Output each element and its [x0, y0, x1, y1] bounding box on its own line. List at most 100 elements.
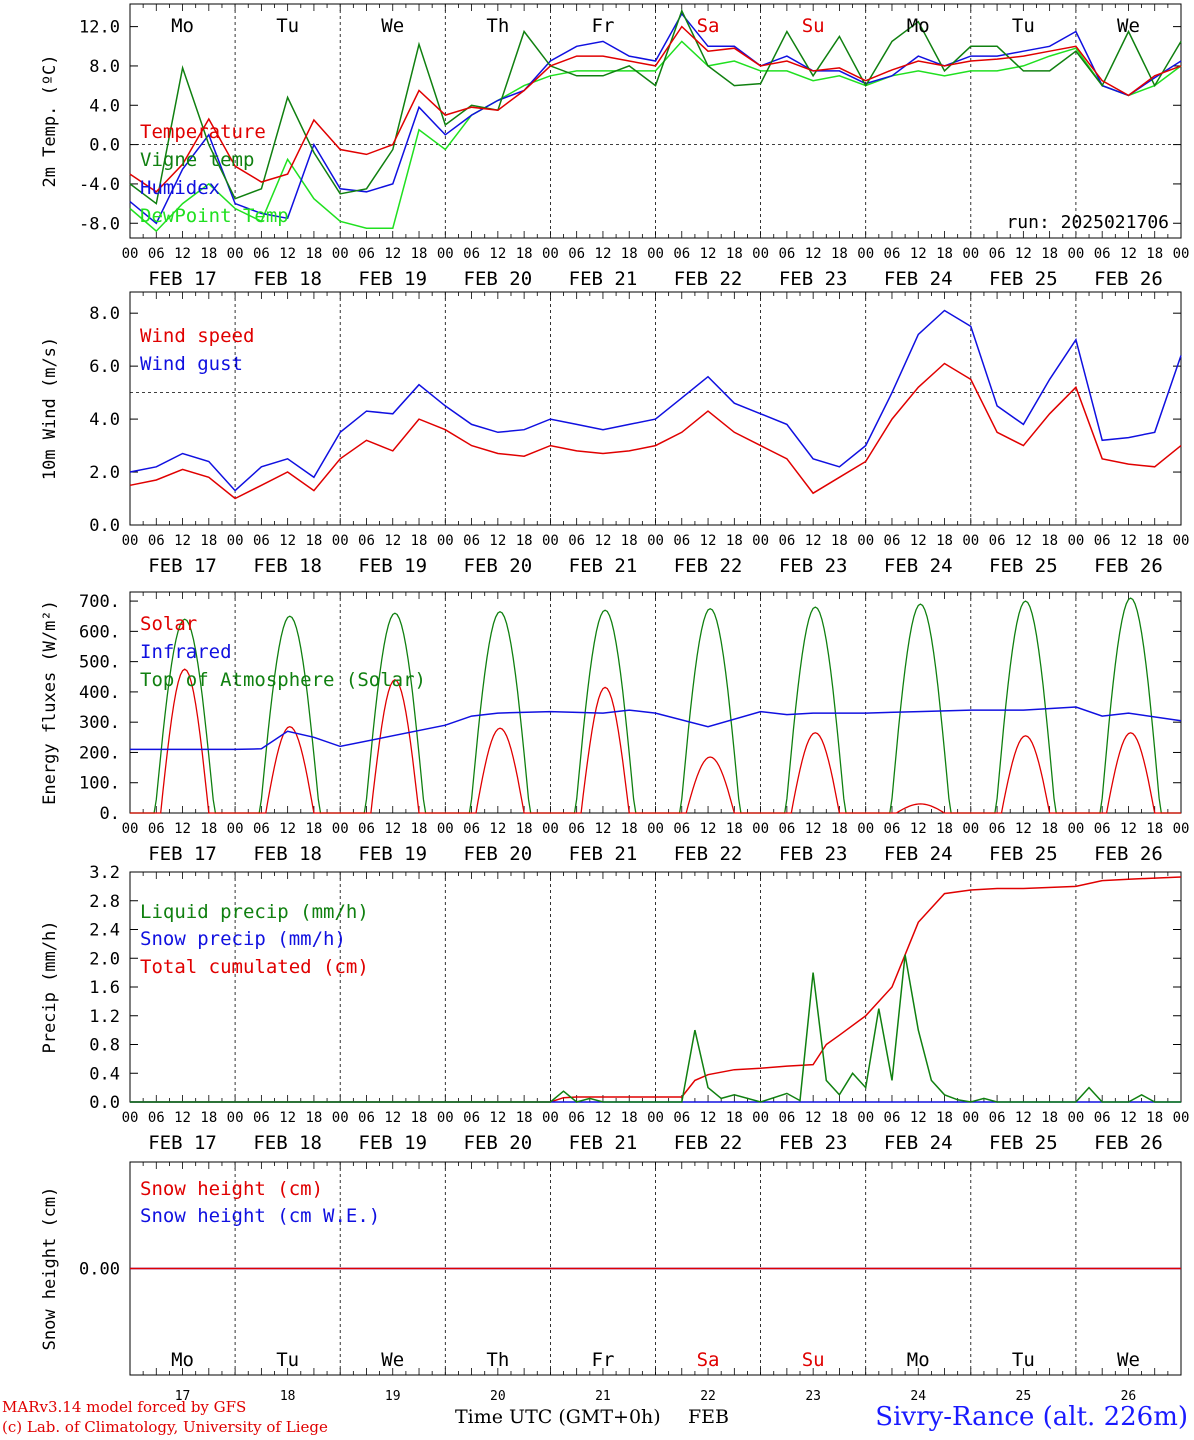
legend-entry: Top of Atmosphere (Solar) — [140, 669, 426, 691]
date-label: FEB 20 — [464, 555, 533, 577]
hour-tick-label: 12 — [1015, 533, 1032, 549]
day-number-label: 21 — [595, 1389, 611, 1404]
series-line-liquid-precip-mm-h- — [130, 954, 1181, 1103]
y-tick-label: 0.0 — [89, 516, 120, 536]
hour-tick-label: 00 — [542, 533, 559, 549]
y-tick-label: 0.0 — [89, 1093, 120, 1113]
y-tick-label: 700. — [79, 592, 120, 612]
hour-tick-label: 00 — [752, 246, 769, 262]
weekday-label: Th — [486, 1349, 509, 1371]
hour-tick-label: 00 — [332, 1110, 349, 1126]
hour-tick-label: 00 — [437, 1110, 454, 1126]
date-label: FEB 24 — [884, 268, 953, 290]
y-tick-label: 2.4 — [89, 921, 120, 941]
hour-tick-label: 12 — [1015, 246, 1032, 262]
hour-tick-label: 00 — [1067, 821, 1084, 837]
hour-tick-label: 06 — [884, 246, 901, 262]
date-label: FEB 23 — [779, 555, 848, 577]
hour-tick-label: 18 — [621, 821, 638, 837]
date-label: FEB 21 — [569, 268, 638, 290]
weekday-label: We — [1117, 15, 1140, 37]
legend-entry: DewPoint Temp — [140, 205, 289, 227]
date-label: FEB 21 — [569, 555, 638, 577]
weekday-label: Tu — [1012, 15, 1035, 37]
legend-entry: Snow precip (mm/h) — [140, 928, 346, 950]
day-number-label: 26 — [1121, 1389, 1137, 1404]
date-label: FEB 25 — [989, 555, 1058, 577]
weekday-label: Mo — [171, 1349, 194, 1371]
hour-tick-label: 18 — [200, 1110, 217, 1126]
hour-tick-label: 18 — [305, 821, 322, 837]
hour-tick-label: 00 — [962, 246, 979, 262]
hour-tick-label: 06 — [1094, 821, 1111, 837]
date-label: FEB 19 — [358, 843, 427, 865]
date-label: FEB 22 — [674, 843, 743, 865]
series-line-wind-gust — [129, 309, 1182, 492]
y-tick-label: 0. — [100, 804, 120, 824]
hour-tick-label: 00 — [857, 246, 874, 262]
hour-tick-label: 18 — [621, 246, 638, 262]
hour-tick-label: 00 — [752, 533, 769, 549]
y-tick-label: 2.0 — [89, 463, 120, 483]
day-number-label: 22 — [700, 1389, 716, 1404]
y-tick-label: 1.6 — [89, 978, 120, 998]
hour-tick-label: 06 — [358, 533, 375, 549]
hour-tick-label: 12 — [279, 246, 296, 262]
hour-tick-label: 06 — [989, 1110, 1006, 1126]
hour-tick-label: 06 — [463, 821, 480, 837]
date-label: FEB 19 — [358, 1132, 427, 1154]
hour-tick-label: 00 — [227, 533, 244, 549]
weekday-label: Su — [802, 15, 825, 37]
hour-tick-label: 18 — [936, 1110, 953, 1126]
hour-tick-label: 12 — [384, 246, 401, 262]
hour-tick-label: 00 — [122, 1110, 139, 1126]
hour-tick-label: 18 — [621, 533, 638, 549]
hour-tick-label: 12 — [910, 246, 927, 262]
hour-tick-label: 00 — [1173, 821, 1190, 837]
hour-tick-label: 00 — [437, 246, 454, 262]
date-label: FEB 23 — [779, 1132, 848, 1154]
hour-tick-label: 00 — [647, 533, 664, 549]
hour-tick-label: 00 — [1067, 1110, 1084, 1126]
date-label: FEB 26 — [1094, 843, 1163, 865]
hour-tick-label: 18 — [516, 533, 533, 549]
series-line-wind-speed — [129, 362, 1182, 500]
hour-tick-label: 12 — [910, 533, 927, 549]
legend-entry: Humidex — [140, 177, 220, 199]
date-label: FEB 24 — [884, 843, 953, 865]
hour-tick-label: 06 — [989, 533, 1006, 549]
hour-tick-label: 18 — [516, 821, 533, 837]
hour-tick-label: 12 — [174, 1110, 191, 1126]
hour-tick-label: 12 — [279, 821, 296, 837]
y-tick-label: 1.2 — [89, 1007, 120, 1027]
date-label: FEB 25 — [989, 1132, 1058, 1154]
weekday-label: We — [381, 15, 404, 37]
legend-entry: Temperature — [140, 121, 266, 143]
day-number-label: 23 — [805, 1389, 821, 1404]
hour-tick-label: 00 — [122, 821, 139, 837]
series-line-temperature — [129, 25, 1182, 193]
hour-tick-label: 06 — [673, 1110, 690, 1126]
time-axis-month: FEB — [688, 1406, 730, 1428]
hour-tick-label: 00 — [857, 533, 874, 549]
hour-tick-label: 00 — [752, 821, 769, 837]
hour-tick-label: 00 — [962, 1110, 979, 1126]
y-tick-label: 100. — [79, 774, 120, 794]
hour-tick-label: 18 — [200, 821, 217, 837]
y-tick-label: 2.0 — [89, 949, 120, 969]
hour-tick-label: 06 — [778, 533, 795, 549]
weekday-label: Mo — [907, 1349, 930, 1371]
date-label: FEB 17 — [148, 1132, 217, 1154]
weekday-label: We — [381, 1349, 404, 1371]
hour-tick-label: 00 — [1173, 533, 1190, 549]
hour-tick-label: 18 — [411, 533, 428, 549]
hour-tick-label: 18 — [831, 246, 848, 262]
hour-tick-label: 06 — [463, 1110, 480, 1126]
weekday-label: Fr — [592, 1349, 615, 1371]
hour-tick-label: 18 — [726, 246, 743, 262]
date-label: FEB 25 — [989, 843, 1058, 865]
hour-tick-label: 12 — [384, 1110, 401, 1126]
hour-tick-label: 00 — [647, 246, 664, 262]
day-number-label: 24 — [910, 1389, 926, 1404]
